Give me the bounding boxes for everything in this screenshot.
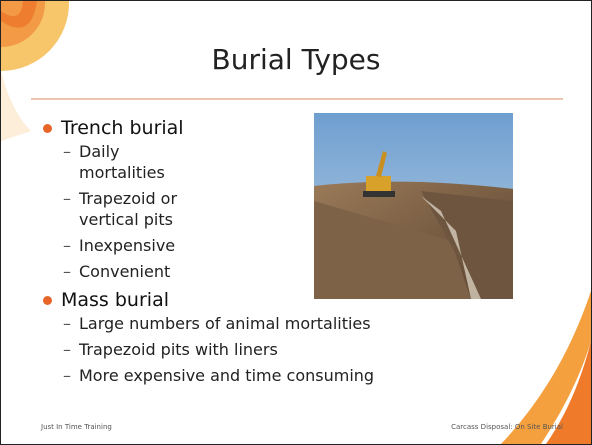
slide-title: Burial Types — [1, 43, 591, 76]
sub-bullet: Inexpensive — [41, 235, 199, 256]
sub-bullet: More expensive and time consuming — [41, 365, 561, 386]
bullet: Mass burial — [41, 287, 561, 313]
footer-left: Just In Time Training — [41, 423, 112, 431]
sub-bullet: Trapezoid pits with liners — [41, 339, 561, 360]
footer-right: Carcass Disposal: On Site Burial — [451, 423, 563, 431]
sub-bullet: Trapezoid or vertical pits — [41, 188, 199, 230]
bullet: Trench burial — [41, 115, 561, 141]
corner-arc — [1, 71, 31, 141]
bullet-list: Trench burialDaily mortalities Trapezoid … — [41, 115, 561, 391]
sub-bullet: Convenient — [41, 261, 199, 282]
slide: Burial Types Trench burialDaily mortalit… — [0, 0, 592, 445]
sub-list: Daily mortalities Trapezoid or vertical p… — [41, 141, 561, 282]
sub-list: Large numbers of animal mortalities Trape… — [41, 313, 561, 386]
sub-bullet: Daily mortalities — [41, 141, 199, 183]
sub-bullet: Large numbers of animal mortalities — [41, 313, 561, 334]
